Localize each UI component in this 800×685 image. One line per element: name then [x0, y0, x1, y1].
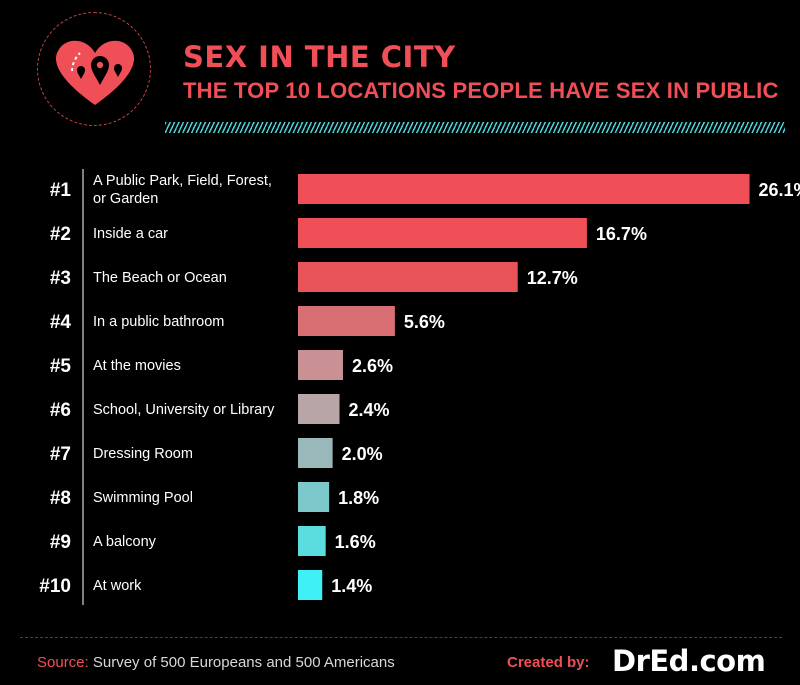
value-label: 1.6%	[335, 532, 376, 552]
category-label: School, University or Library	[93, 402, 275, 418]
value-label: 2.0%	[342, 444, 383, 464]
bar	[298, 570, 323, 600]
category-label: The Beach or Ocean	[93, 270, 227, 286]
hatch-divider	[165, 122, 785, 133]
chart-title: SEX IN THE CITY	[183, 40, 456, 74]
bar	[298, 350, 343, 380]
rank-label: #4	[50, 312, 72, 333]
rank-label: #10	[39, 576, 71, 597]
rank-label: #8	[50, 488, 71, 509]
source-label: Source:	[37, 654, 89, 671]
bar	[298, 394, 340, 424]
value-label: 16.7%	[596, 224, 647, 244]
rank-label: #2	[50, 224, 71, 245]
bar	[298, 526, 326, 556]
value-label: 1.4%	[331, 576, 372, 596]
category-label: Swimming Pool	[93, 490, 193, 506]
footer-divider	[20, 637, 782, 638]
rank-label: #7	[50, 444, 71, 465]
rank-label: #6	[50, 400, 71, 421]
chart-subtitle: THE TOP 10 LOCATIONS PEOPLE HAVE SEX IN …	[183, 78, 779, 103]
created-by-label: Created by:	[507, 654, 590, 671]
bar	[298, 174, 750, 204]
value-label: 2.4%	[349, 400, 390, 420]
rank-label: #3	[50, 268, 71, 289]
rank-label: #9	[50, 532, 71, 553]
bar	[298, 306, 395, 336]
value-label: 2.6%	[352, 356, 393, 376]
category-label: At work	[93, 578, 142, 594]
value-label: 1.8%	[338, 488, 379, 508]
category-label: At the movies	[93, 358, 181, 374]
category-label: In a public bathroom	[93, 314, 224, 330]
category-label: or Garden	[93, 191, 158, 207]
bar	[298, 262, 518, 292]
brand-logo: DrEd.com	[612, 644, 766, 678]
source-text: Survey of 500 Europeans and 500 American…	[88, 654, 395, 671]
value-label: 5.6%	[404, 312, 445, 332]
category-label: A Public Park, Field, Forest,	[93, 173, 272, 189]
rank-label: #5	[50, 356, 72, 377]
category-label: A balcony	[93, 534, 157, 550]
value-label: 12.7%	[527, 268, 578, 288]
heart-map-icon	[55, 40, 135, 106]
logo-badge	[37, 12, 151, 126]
rank-label: #1	[50, 180, 72, 201]
category-label: Inside a car	[93, 226, 168, 242]
bar	[298, 438, 333, 468]
source-note: Source: Survey of 500 Europeans and 500 …	[37, 654, 395, 671]
category-label: Dressing Room	[93, 446, 193, 462]
bar	[298, 482, 330, 512]
value-label: 26.1%	[759, 180, 800, 200]
bar	[298, 218, 587, 248]
bar-chart: #1 A Public Park, Field, Forest, or Garden…	[39, 169, 800, 605]
